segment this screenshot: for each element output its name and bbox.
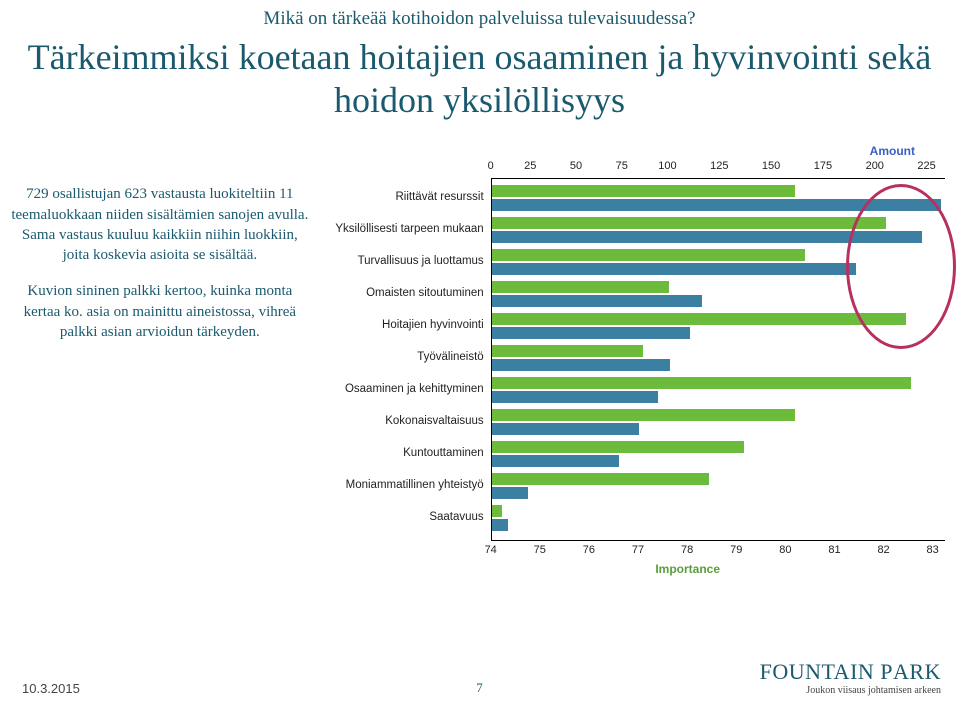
amount-bar xyxy=(492,423,640,435)
importance-bar xyxy=(492,505,502,517)
category-label: Työvälineistö xyxy=(316,351,484,363)
category-row: Saatavuus xyxy=(316,502,945,534)
amount-bar xyxy=(492,455,619,467)
bottom-tick: 79 xyxy=(730,544,742,556)
top-tick: 175 xyxy=(814,160,832,172)
category-row: Kokonaisvaltaisuus xyxy=(316,406,945,438)
category-row: Hoitajien hyvinvointi xyxy=(316,310,945,342)
top-axis-ticks: 0 25 50 75 100 125 150 175 200 225 xyxy=(491,160,945,172)
logo-tagline: Joukon viisaus johtamisen arkeen xyxy=(760,686,941,697)
top-tick: 150 xyxy=(762,160,780,172)
importance-bar xyxy=(492,313,907,325)
description-column: 729 osallistujan 623 vastausta luokitelt… xyxy=(10,144,310,358)
amount-bar xyxy=(492,359,670,371)
top-tick: 225 xyxy=(917,160,935,172)
top-tick: 100 xyxy=(658,160,676,172)
axis-line xyxy=(491,178,945,179)
importance-bar xyxy=(492,217,886,229)
category-label: Turvallisuus ja luottamus xyxy=(316,255,484,267)
bottom-tick: 80 xyxy=(779,544,791,556)
category-row: Työvälineistö xyxy=(316,342,945,374)
bottom-tick: 83 xyxy=(927,544,939,556)
importance-bar xyxy=(492,441,745,453)
importance-bar xyxy=(492,377,912,389)
importance-bar xyxy=(492,185,795,197)
footer: 10.3.2015 7 FOUNTAIN PARK Joukon viisaus… xyxy=(0,660,959,700)
chart: Amount 0 25 50 75 100 125 150 175 200 225 Riittäv… xyxy=(316,144,955,604)
bars-region: Riittävät resurssit Yksilöllisesti tarpee… xyxy=(316,182,945,538)
bottom-axis-ticks: 74757677787980818283 xyxy=(491,544,945,556)
bottom-tick: 77 xyxy=(632,544,644,556)
amount-bar xyxy=(492,519,508,531)
bottom-tick: 82 xyxy=(877,544,889,556)
category-label: Kuntouttaminen xyxy=(316,447,484,459)
description-p2: Kuvion sininen palkki kertoo, kuinka mon… xyxy=(10,281,310,342)
top-tick: 75 xyxy=(616,160,628,172)
category-label: Saatavuus xyxy=(316,511,484,523)
bottom-tick: 74 xyxy=(485,544,497,556)
top-tick: 200 xyxy=(866,160,884,172)
axis-line xyxy=(491,540,945,541)
amount-bar xyxy=(492,487,528,499)
category-row: Moniammatillinen yhteistyö xyxy=(316,470,945,502)
category-row: Osaaminen ja kehittyminen xyxy=(316,374,945,406)
amount-bar xyxy=(492,391,658,403)
amount-bar xyxy=(492,295,702,307)
category-label: Riittävät resurssit xyxy=(316,191,484,203)
page-subtitle: Mikä on tärkeää kotihoidon palveluissa t… xyxy=(0,0,959,30)
top-tick: 50 xyxy=(570,160,582,172)
description-p1: 729 osallistujan 623 vastausta luokitelt… xyxy=(10,184,310,265)
bottom-tick: 76 xyxy=(583,544,595,556)
top-axis-label: Amount xyxy=(870,144,915,158)
bottom-tick: 78 xyxy=(681,544,693,556)
category-row: Yksilöllisesti tarpeen mukaan xyxy=(316,214,945,246)
footer-page-number: 7 xyxy=(476,680,483,696)
footer-date: 10.3.2015 xyxy=(22,681,80,696)
category-row: Turvallisuus ja luottamus xyxy=(316,246,945,278)
category-row: Riittävät resurssit xyxy=(316,182,945,214)
top-tick: 0 xyxy=(488,160,494,172)
category-label: Yksilöllisesti tarpeen mukaan xyxy=(316,223,484,235)
importance-bar xyxy=(492,281,669,293)
importance-bar xyxy=(492,345,644,357)
amount-bar xyxy=(492,199,941,211)
category-label: Omaisten sitoutuminen xyxy=(316,287,484,299)
bottom-axis-label: Importance xyxy=(655,562,720,576)
content-row: 729 osallistujan 623 vastausta luokitelt… xyxy=(0,132,959,604)
top-tick: 25 xyxy=(524,160,536,172)
amount-bar xyxy=(492,263,856,275)
amount-bar xyxy=(492,231,923,243)
category-label: Moniammatillinen yhteistyö xyxy=(316,479,484,491)
importance-bar xyxy=(492,409,795,421)
logo: FOUNTAIN PARK Joukon viisaus johtamisen … xyxy=(760,660,941,696)
bottom-tick: 81 xyxy=(828,544,840,556)
bottom-tick: 75 xyxy=(534,544,546,556)
page-title: Tärkeimmiksi koetaan hoitajien osaaminen… xyxy=(0,30,959,132)
category-row: Kuntouttaminen xyxy=(316,438,945,470)
importance-bar xyxy=(492,249,805,261)
top-tick: 125 xyxy=(710,160,728,172)
category-label: Hoitajien hyvinvointi xyxy=(316,319,484,331)
importance-bar xyxy=(492,473,709,485)
category-label: Osaaminen ja kehittyminen xyxy=(316,383,484,395)
logo-text: FOUNTAIN PARK xyxy=(760,660,941,683)
amount-bar xyxy=(492,327,690,339)
category-row: Omaisten sitoutuminen xyxy=(316,278,945,310)
category-label: Kokonaisvaltaisuus xyxy=(316,415,484,427)
